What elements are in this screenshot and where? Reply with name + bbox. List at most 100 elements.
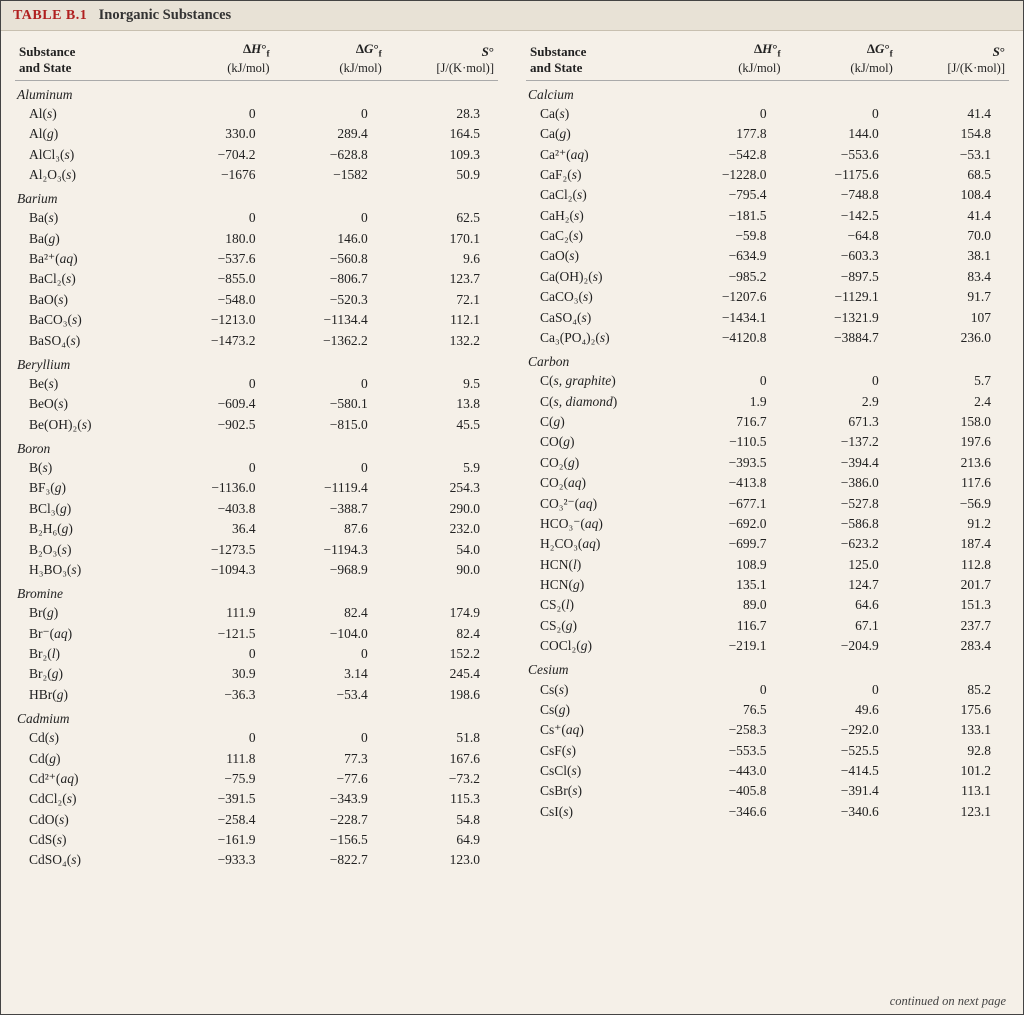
table-row: CO(g)−110.5−137.2197.6 [526, 432, 1009, 452]
delta-h-value: −181.5 [672, 205, 784, 225]
delta-h-value: −121.5 [161, 623, 273, 643]
substance-name: CsCl(s) [526, 761, 672, 781]
delta-h-value: 135.1 [672, 575, 784, 595]
table-row: CdS(s)−161.9−156.564.9 [15, 830, 498, 850]
delta-h-value: −795.4 [672, 185, 784, 205]
delta-h-value: −548.0 [161, 290, 273, 310]
substance-name: C(s, diamond) [526, 391, 672, 411]
entropy-value: 109.3 [386, 144, 498, 164]
entropy-value: 201.7 [897, 575, 1009, 595]
delta-h-value: −75.9 [161, 769, 273, 789]
delta-g-value: −815.0 [274, 414, 386, 434]
table-row: Cd(s)0051.8 [15, 728, 498, 748]
delta-g-value: 82.4 [274, 603, 386, 623]
substance-name: Ba(g) [15, 228, 161, 248]
entropy-value: 117.6 [897, 473, 1009, 493]
substance-name: Al(s) [15, 104, 161, 124]
substance-name: Ca(g) [526, 124, 672, 144]
table-row: Br₂(g)30.93.14245.4 [15, 664, 498, 684]
entropy-value: 5.7 [897, 371, 1009, 391]
entropy-value: 290.0 [386, 499, 498, 519]
substance-name: CO(g) [526, 432, 672, 452]
section-header: Barium [15, 185, 498, 208]
table-row: Ca₃(PO₄)₂(s)−4120.8−3884.7236.0 [526, 328, 1009, 348]
substance-name: Cd(s) [15, 728, 161, 748]
delta-g-value: −1119.4 [274, 478, 386, 498]
entropy-value: 187.4 [897, 534, 1009, 554]
section-name: Boron [15, 435, 498, 458]
substance-name: Al₂O₃(s) [15, 165, 161, 185]
substance-name: CaF₂(s) [526, 165, 672, 185]
delta-h-value: −1213.0 [161, 310, 273, 330]
entropy-value: 174.9 [386, 603, 498, 623]
delta-h-value: −902.5 [161, 414, 273, 434]
delta-g-value: −137.2 [785, 432, 897, 452]
delta-h-value: 0 [672, 371, 784, 391]
delta-g-value: −3884.7 [785, 328, 897, 348]
delta-h-value: −1676 [161, 165, 273, 185]
table-row: Be(OH)₂(s)−902.5−815.045.5 [15, 414, 498, 434]
delta-h-value: −699.7 [672, 534, 784, 554]
substance-name: H₂CO₃(aq) [526, 534, 672, 554]
entropy-value: 132.2 [386, 330, 498, 350]
table-row: Ba(s)0062.5 [15, 208, 498, 228]
table-row: BCl₃(g)−403.8−388.7290.0 [15, 499, 498, 519]
entropy-value: 82.4 [386, 623, 498, 643]
table-row: Cd(g)111.877.3167.6 [15, 748, 498, 768]
substance-name: Be(OH)₂(s) [15, 414, 161, 434]
table-row: CdCl₂(s)−391.5−343.9115.3 [15, 789, 498, 809]
delta-h-value: 116.7 [672, 616, 784, 636]
entropy-value: 90.0 [386, 560, 498, 580]
delta-g-value: −77.6 [274, 769, 386, 789]
section-header: Calcium [526, 80, 1009, 104]
substance-name: CaC₂(s) [526, 226, 672, 246]
table-row: Cs(s)0085.2 [526, 679, 1009, 699]
section-header: Bromine [15, 580, 498, 603]
substance-name: B₂H₆(g) [15, 519, 161, 539]
substance-name: Ca₃(PO₄)₂(s) [526, 328, 672, 348]
delta-g-value: 3.14 [274, 664, 386, 684]
delta-h-value: −537.6 [161, 249, 273, 269]
table-row: H₃BO₃(s)−1094.3−968.990.0 [15, 560, 498, 580]
delta-g-value: −623.2 [785, 534, 897, 554]
delta-h-value: −1136.0 [161, 478, 273, 498]
entropy-value: 83.4 [897, 267, 1009, 287]
entropy-value: 9.5 [386, 374, 498, 394]
delta-h-value: 177.8 [672, 124, 784, 144]
delta-h-value: −855.0 [161, 269, 273, 289]
substance-name: CaCl₂(s) [526, 185, 672, 205]
section-name: Barium [15, 185, 498, 208]
table-row: CsF(s)−553.5−525.592.8 [526, 740, 1009, 760]
delta-g-value: −1321.9 [785, 307, 897, 327]
delta-g-value: 0 [274, 104, 386, 124]
delta-g-value: 77.3 [274, 748, 386, 768]
table-row: BaO(s)−548.0−520.372.1 [15, 290, 498, 310]
delta-g-value: −414.5 [785, 761, 897, 781]
delta-h-value: −692.0 [672, 514, 784, 534]
delta-g-value: 2.9 [785, 391, 897, 411]
substance-name: BF₃(g) [15, 478, 161, 498]
entropy-value: 198.6 [386, 685, 498, 705]
section-name: Carbon [526, 348, 1009, 371]
delta-g-value: −553.6 [785, 144, 897, 164]
delta-h-value: −542.8 [672, 144, 784, 164]
substance-name: CdS(s) [15, 830, 161, 850]
delta-g-value: 67.1 [785, 616, 897, 636]
table-row: Cs⁺(aq)−258.3−292.0133.1 [526, 720, 1009, 740]
delta-g-value: 125.0 [785, 554, 897, 574]
entropy-value: 283.4 [897, 636, 1009, 656]
left-column: Substanceand State ΔH°f(kJ/mol) ΔG°f(kJ/… [15, 35, 498, 871]
two-column-layout: Substanceand State ΔH°f(kJ/mol) ΔG°f(kJ/… [1, 31, 1023, 871]
delta-h-value: −553.5 [672, 740, 784, 760]
entropy-value: 164.5 [386, 124, 498, 144]
thermo-table-right: Substanceand State ΔH°f(kJ/mol) ΔG°f(kJ/… [526, 35, 1009, 822]
delta-h-value: −1473.2 [161, 330, 273, 350]
delta-h-value: −258.3 [672, 720, 784, 740]
table-row: Br(g)111.982.4174.9 [15, 603, 498, 623]
delta-h-value: 76.5 [672, 700, 784, 720]
delta-g-value: 0 [274, 644, 386, 664]
entropy-value: 41.4 [897, 205, 1009, 225]
delta-h-value: −1434.1 [672, 307, 784, 327]
delta-g-value: −806.7 [274, 269, 386, 289]
thermo-table-left: Substanceand State ΔH°f(kJ/mol) ΔG°f(kJ/… [15, 35, 498, 871]
